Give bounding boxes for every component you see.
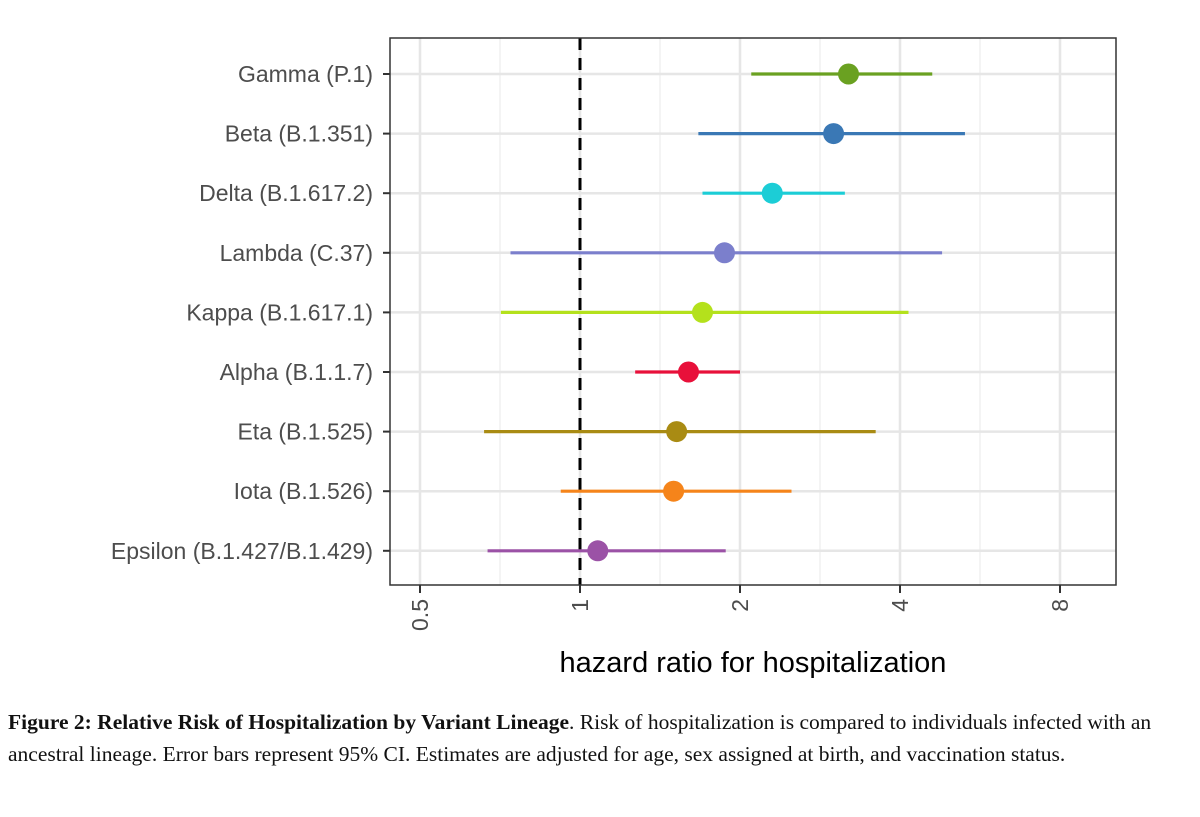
point-estimate [823,123,845,145]
error-bars [484,72,965,553]
category-label: Alpha (B.1.1.7) [220,359,373,385]
x-tick-label: 0.5 [407,599,433,631]
category-label: Epsilon (B.1.427/B.1.429) [111,538,373,564]
point-estimate [691,301,713,323]
point-estimate [587,540,609,562]
point-estimate [837,63,859,85]
point-estimates [587,63,859,562]
category-label: Iota (B.1.526) [234,478,373,504]
caption-title: Figure 2: Relative Risk of Hospitalizati… [8,710,569,734]
caption-body: . Risk of hospitalization is compared to… [8,710,1152,766]
y-axis-labels: Gamma (P.1) Beta (B.1.351) Delta (B.1.617.… [111,61,390,564]
point-estimate [761,182,783,204]
forest-plot: Gamma (P.1) Beta (B.1.351) Delta (B.1.617.… [111,37,1117,679]
x-tick-label: 1 [567,599,593,612]
point-estimate [713,242,735,264]
x-tick-label: 8 [1047,599,1073,612]
point-estimate [663,480,685,502]
x-axis-ticks: 0.5 1 2 4 8 [407,585,1073,631]
category-label: Lambda (C.37) [220,240,373,266]
x-tick-label: 4 [887,599,913,612]
category-label: Eta (B.1.525) [237,419,373,445]
point-estimate [666,421,688,443]
point-estimate [677,361,699,383]
category-label: Gamma (P.1) [238,61,373,87]
x-tick-label: 2 [727,599,753,612]
category-label: Delta (B.1.617.2) [199,180,373,206]
figure-caption: Figure 2: Relative Risk of Hospitalizati… [8,706,1188,770]
category-label: Beta (B.1.351) [225,121,373,147]
x-axis-title: hazard ratio for hospitalization [560,647,947,679]
category-label: Kappa (B.1.617.1) [186,299,373,325]
